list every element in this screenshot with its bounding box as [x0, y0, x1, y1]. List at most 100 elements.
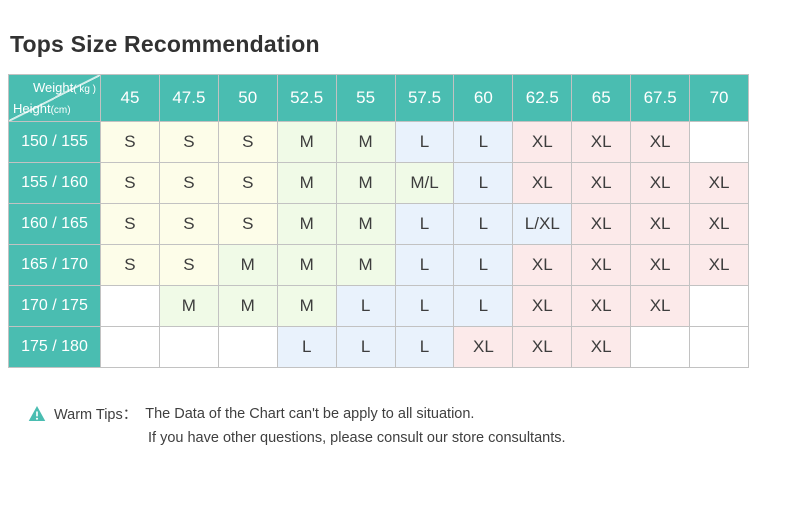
- weight-text: Weight: [32, 80, 74, 95]
- size-cell: XL: [571, 244, 632, 286]
- weight-header: 57.5: [394, 74, 455, 122]
- size-cell: S: [158, 203, 219, 245]
- size-cell: XL: [571, 285, 632, 327]
- weight-header: 45: [100, 74, 160, 122]
- page-title: Tops Size Recommendation: [10, 31, 320, 57]
- height-row-label: 165 / 170: [8, 244, 101, 286]
- size-cell: XL: [453, 326, 514, 368]
- table-row: 155 / 160 S S S M M M/L L XL XL XL XL: [8, 162, 749, 204]
- size-cell: XL: [630, 244, 691, 286]
- size-cell: M: [335, 162, 396, 204]
- corner-header: Weight( kg ) Height(cm): [8, 74, 101, 122]
- weight-header: 47.5: [158, 74, 219, 122]
- warm-tips-line1: Warm Tips： The Data of the Chart can't b…: [28, 403, 474, 424]
- weight-header: 60: [453, 74, 514, 122]
- size-cell-empty: [158, 326, 219, 368]
- weight-header: 62.5: [512, 74, 573, 122]
- size-cell: S: [217, 203, 278, 245]
- size-cell: L: [335, 285, 396, 327]
- size-cell: L: [453, 121, 514, 163]
- size-cell: M: [335, 244, 396, 286]
- size-table-body: 150 / 155 S S S M M L L XL XL XL 155 / 160 S S S M M M/L L…: [8, 121, 749, 368]
- weight-header: 65: [571, 74, 632, 122]
- size-cell: M: [335, 121, 396, 163]
- size-cell: M: [276, 244, 337, 286]
- size-cell-empty: [689, 121, 749, 163]
- size-cell: S: [100, 162, 160, 204]
- size-cell: XL: [630, 162, 691, 204]
- size-cell: L: [453, 285, 514, 327]
- size-cell: L: [453, 244, 514, 286]
- weight-unit: ( kg ): [73, 84, 96, 95]
- size-cell: S: [100, 244, 160, 286]
- size-cell: XL: [630, 121, 691, 163]
- size-cell-empty: [689, 285, 749, 327]
- size-cell: S: [100, 121, 160, 163]
- size-cell: S: [158, 244, 219, 286]
- size-cell: L/XL: [512, 203, 573, 245]
- size-cell: M/L: [394, 162, 455, 204]
- corner-height-label: Height(cm): [13, 101, 71, 116]
- weight-header: 52.5: [276, 74, 337, 122]
- size-cell: S: [217, 162, 278, 204]
- height-row-label: 160 / 165: [8, 203, 101, 245]
- height-row-label: 175 / 180: [8, 326, 101, 368]
- size-cell: S: [217, 121, 278, 163]
- size-cell: XL: [512, 162, 573, 204]
- size-table: Weight( kg ) Height(cm) 45 47.5 50 52.5 55 57…: [8, 74, 749, 368]
- weight-header: 67.5: [630, 74, 691, 122]
- size-cell: L: [453, 203, 514, 245]
- size-cell: M: [217, 285, 278, 327]
- size-cell-empty: [100, 285, 160, 327]
- size-cell: S: [100, 203, 160, 245]
- size-cell: XL: [571, 162, 632, 204]
- table-row: 170 / 175 M M M L L L XL XL XL: [8, 285, 749, 327]
- weight-header: 55: [335, 74, 396, 122]
- height-row-label: 155 / 160: [8, 162, 101, 204]
- table-row: 150 / 155 S S S M M L L XL XL XL: [8, 121, 749, 163]
- size-cell: L: [335, 326, 396, 368]
- size-cell: M: [276, 285, 337, 327]
- size-cell: M: [217, 244, 278, 286]
- size-cell: XL: [571, 203, 632, 245]
- height-text: Height: [13, 101, 51, 116]
- warm-tips-text1: The Data of the Chart can't be apply to …: [145, 405, 475, 422]
- size-cell: XL: [512, 326, 573, 368]
- size-cell: XL: [512, 285, 573, 327]
- size-cell-empty: [100, 326, 160, 368]
- warm-tips-label: Warm Tips：: [54, 407, 138, 423]
- size-cell: XL: [630, 285, 691, 327]
- size-cell: L: [394, 203, 455, 245]
- corner-weight-label: Weight( kg ): [33, 80, 96, 95]
- weight-header: 50: [217, 74, 278, 122]
- table-row: 175 / 180 L L L XL XL XL: [8, 326, 749, 368]
- size-cell: XL: [689, 162, 749, 204]
- size-cell: XL: [512, 121, 573, 163]
- size-cell: L: [394, 285, 455, 327]
- table-row: 160 / 165 S S S M M L L L/XL XL XL XL: [8, 203, 749, 245]
- table-row: 165 / 170 S S M M M L L XL XL XL XL: [8, 244, 749, 286]
- size-cell-empty: [217, 326, 278, 368]
- weight-header: 70: [689, 74, 749, 122]
- height-unit: (cm): [50, 105, 71, 116]
- warm-tips-line2: If you have other questions, please cons…: [148, 430, 566, 446]
- size-cell: XL: [571, 121, 632, 163]
- height-row-label: 150 / 155: [8, 121, 101, 163]
- height-row-label: 170 / 175: [8, 285, 101, 327]
- size-cell: XL: [689, 244, 749, 286]
- size-cell-empty: [689, 326, 749, 368]
- size-cell: M: [335, 203, 396, 245]
- size-cell: M: [158, 285, 219, 327]
- size-cell: XL: [630, 203, 691, 245]
- size-cell: S: [158, 162, 219, 204]
- size-cell: XL: [571, 326, 632, 368]
- size-cell: XL: [689, 203, 749, 245]
- size-cell: XL: [512, 244, 573, 286]
- size-cell: L: [453, 162, 514, 204]
- size-cell: L: [276, 326, 337, 368]
- size-cell: L: [394, 244, 455, 286]
- size-cell: L: [394, 326, 455, 368]
- size-cell: M: [276, 121, 337, 163]
- warning-icon: [28, 406, 46, 421]
